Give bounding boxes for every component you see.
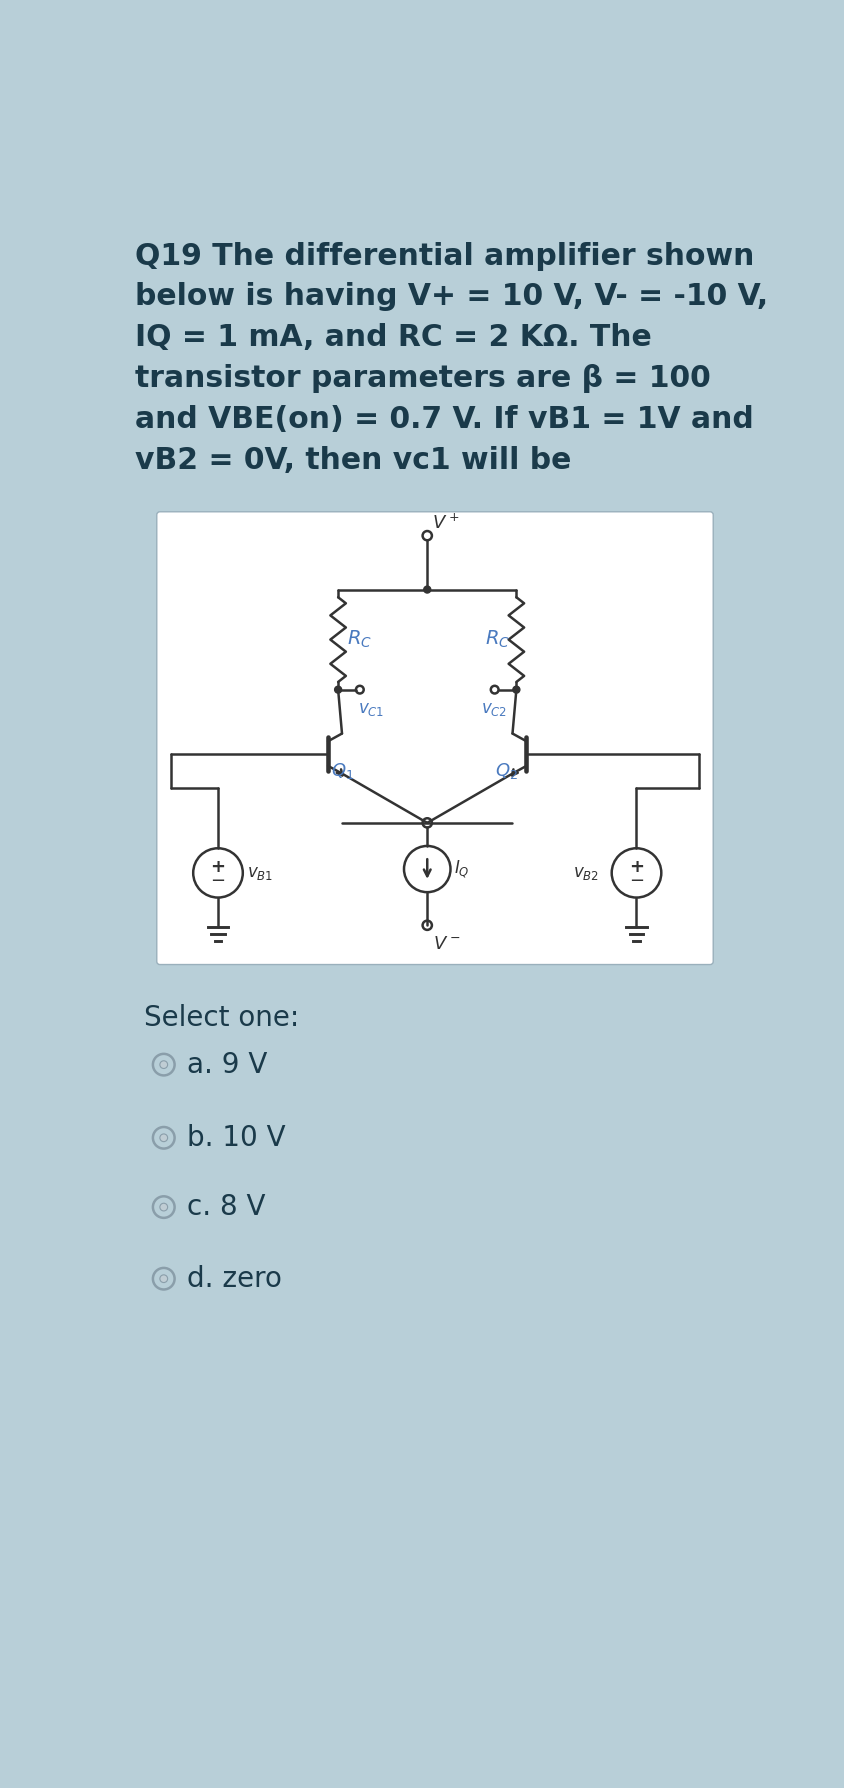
Text: Select one:: Select one: — [144, 1003, 300, 1032]
Text: −: − — [210, 871, 225, 890]
Circle shape — [334, 687, 341, 694]
Text: $V^+$: $V^+$ — [431, 513, 458, 533]
Text: +: + — [628, 858, 643, 876]
Text: $v_{C2}$: $v_{C2}$ — [480, 701, 506, 719]
Text: +: + — [210, 858, 225, 876]
Text: d. zero: d. zero — [187, 1264, 282, 1293]
Text: b. 10 V: b. 10 V — [187, 1125, 285, 1151]
Circle shape — [160, 1134, 167, 1143]
Text: $R_C$: $R_C$ — [347, 629, 372, 651]
Circle shape — [160, 1060, 167, 1069]
Text: $I_Q$: $I_Q$ — [454, 858, 469, 880]
Text: $R_C$: $R_C$ — [484, 629, 510, 651]
Text: $v_{B2}$: $v_{B2}$ — [572, 864, 598, 881]
Text: −: − — [628, 871, 643, 890]
Text: $Q_1$: $Q_1$ — [331, 762, 354, 781]
Circle shape — [160, 1203, 167, 1210]
Circle shape — [512, 687, 519, 694]
Circle shape — [423, 586, 430, 594]
FancyBboxPatch shape — [157, 511, 712, 964]
Text: $v_{B1}$: $v_{B1}$ — [246, 864, 273, 881]
Text: $v_{C1}$: $v_{C1}$ — [358, 701, 384, 719]
Text: c. 8 V: c. 8 V — [187, 1193, 265, 1221]
Circle shape — [160, 1275, 167, 1282]
Text: $V^-$: $V^-$ — [432, 935, 459, 953]
Text: $Q_2$: $Q_2$ — [495, 762, 517, 781]
Text: a. 9 V: a. 9 V — [187, 1051, 267, 1078]
Text: Q19 The differential amplifier shown
below is having V+ = 10 V, V- = -10 V,
IQ =: Q19 The differential amplifier shown bel… — [135, 241, 767, 476]
